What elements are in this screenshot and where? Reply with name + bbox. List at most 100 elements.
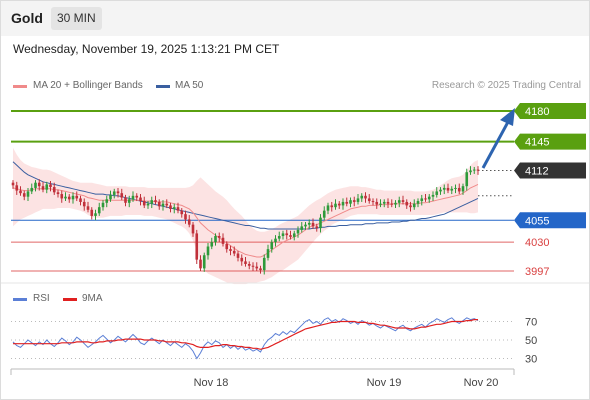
candle-body bbox=[424, 198, 427, 200]
candle-body bbox=[371, 201, 375, 203]
candle-body bbox=[157, 201, 161, 207]
candle-body bbox=[127, 199, 131, 203]
candle-body bbox=[394, 202, 397, 205]
candle-body bbox=[461, 186, 465, 192]
rsi-legend-label: RSI bbox=[33, 293, 50, 304]
ma20-legend-swatch bbox=[13, 85, 27, 88]
candle-body bbox=[214, 236, 217, 243]
candle-body bbox=[364, 195, 367, 199]
candle-body bbox=[409, 205, 412, 208]
bollinger-band bbox=[13, 147, 478, 285]
candle-body bbox=[67, 196, 71, 200]
candle-body bbox=[19, 190, 22, 194]
candle-body bbox=[41, 186, 45, 190]
candle-body bbox=[255, 266, 259, 269]
candle-body bbox=[397, 200, 401, 203]
candle-body bbox=[195, 233, 199, 260]
ma20-legend-label: MA 20 + Bollinger Bands bbox=[33, 80, 143, 91]
candle-body bbox=[386, 201, 390, 204]
candle-body bbox=[367, 198, 371, 202]
candle-body bbox=[131, 195, 135, 200]
x-tick-label-nov-18: Nov 18 bbox=[194, 377, 229, 389]
candle-body bbox=[165, 203, 169, 206]
candle-body bbox=[439, 189, 442, 192]
candle-body bbox=[330, 205, 334, 208]
candle-body bbox=[379, 203, 382, 205]
candle-body bbox=[390, 203, 394, 205]
price-label-4145: 4145 bbox=[525, 137, 549, 149]
candle-body bbox=[420, 198, 424, 202]
rsi-ma-line bbox=[13, 319, 478, 350]
candle-body bbox=[142, 201, 146, 206]
candle-body bbox=[349, 200, 352, 204]
candle-body bbox=[352, 200, 356, 202]
candle-body bbox=[120, 193, 124, 198]
candle-body bbox=[274, 238, 277, 243]
candle-body bbox=[431, 194, 435, 197]
candle-body bbox=[11, 182, 15, 186]
candle-body bbox=[476, 169, 480, 171]
candle-body bbox=[315, 226, 319, 229]
candle-body bbox=[360, 195, 364, 199]
candle-body bbox=[311, 222, 315, 227]
price-tag-4112 bbox=[514, 162, 586, 179]
candle-body bbox=[382, 201, 386, 204]
candle-body bbox=[469, 170, 472, 173]
candle-body bbox=[161, 203, 165, 207]
candle-body bbox=[52, 187, 56, 193]
candle-body bbox=[225, 243, 229, 250]
candle-body bbox=[270, 242, 274, 250]
candle-body bbox=[232, 250, 236, 254]
candle-body bbox=[240, 257, 244, 262]
candle-body bbox=[401, 200, 405, 202]
candle-body bbox=[146, 203, 150, 206]
candle-body bbox=[30, 187, 34, 192]
candle-body bbox=[97, 207, 101, 214]
candle-body bbox=[289, 235, 292, 237]
x-tick-label-nov-20: Nov 20 bbox=[464, 377, 499, 389]
candle-body bbox=[300, 226, 304, 230]
candle-body bbox=[345, 201, 349, 204]
candle-body bbox=[79, 198, 82, 202]
candle-body bbox=[105, 199, 109, 203]
candle-body bbox=[187, 219, 191, 225]
candle-body bbox=[405, 201, 409, 206]
candle-body bbox=[15, 185, 19, 191]
candle-body bbox=[184, 214, 187, 220]
price-tag-4055 bbox=[514, 212, 586, 229]
candle-body bbox=[176, 207, 180, 211]
rsi-ma-legend-label: 9MA bbox=[82, 293, 103, 304]
candle-body bbox=[75, 195, 79, 199]
candle-body bbox=[86, 206, 90, 210]
instrument-title: Gold bbox=[11, 10, 43, 26]
price-label-4055: 4055 bbox=[525, 215, 549, 227]
candle-body bbox=[319, 217, 322, 229]
price-label-3997: 3997 bbox=[525, 266, 549, 278]
credit-text: Research © 2025 Trading Central bbox=[431, 80, 581, 91]
candle-body bbox=[454, 187, 457, 189]
candle-body bbox=[60, 194, 64, 199]
candle-body bbox=[259, 268, 262, 271]
candle-body bbox=[180, 210, 184, 215]
rsi-ma-legend-swatch bbox=[63, 298, 77, 301]
candle-body bbox=[457, 187, 461, 192]
candle-body bbox=[210, 242, 214, 247]
candle-body bbox=[199, 259, 202, 269]
rsi-tick-label-70: 70 bbox=[525, 317, 537, 329]
candle-body bbox=[101, 202, 105, 208]
x-tick-label-nov-19: Nov 19 bbox=[367, 377, 402, 389]
price-tag-4180 bbox=[514, 103, 586, 119]
candle-body bbox=[281, 233, 285, 237]
candle-body bbox=[217, 236, 221, 238]
candle-body bbox=[90, 209, 94, 216]
candle-body bbox=[304, 224, 307, 227]
candle-body bbox=[266, 249, 270, 258]
candle-body bbox=[247, 264, 251, 266]
candle-body bbox=[221, 237, 225, 244]
price-label-4180: 4180 bbox=[525, 106, 549, 118]
timeframe-badge[interactable]: 30 MIN bbox=[51, 7, 102, 30]
candle-body bbox=[49, 184, 52, 188]
candle-body bbox=[56, 192, 60, 195]
candle-body bbox=[292, 233, 296, 237]
